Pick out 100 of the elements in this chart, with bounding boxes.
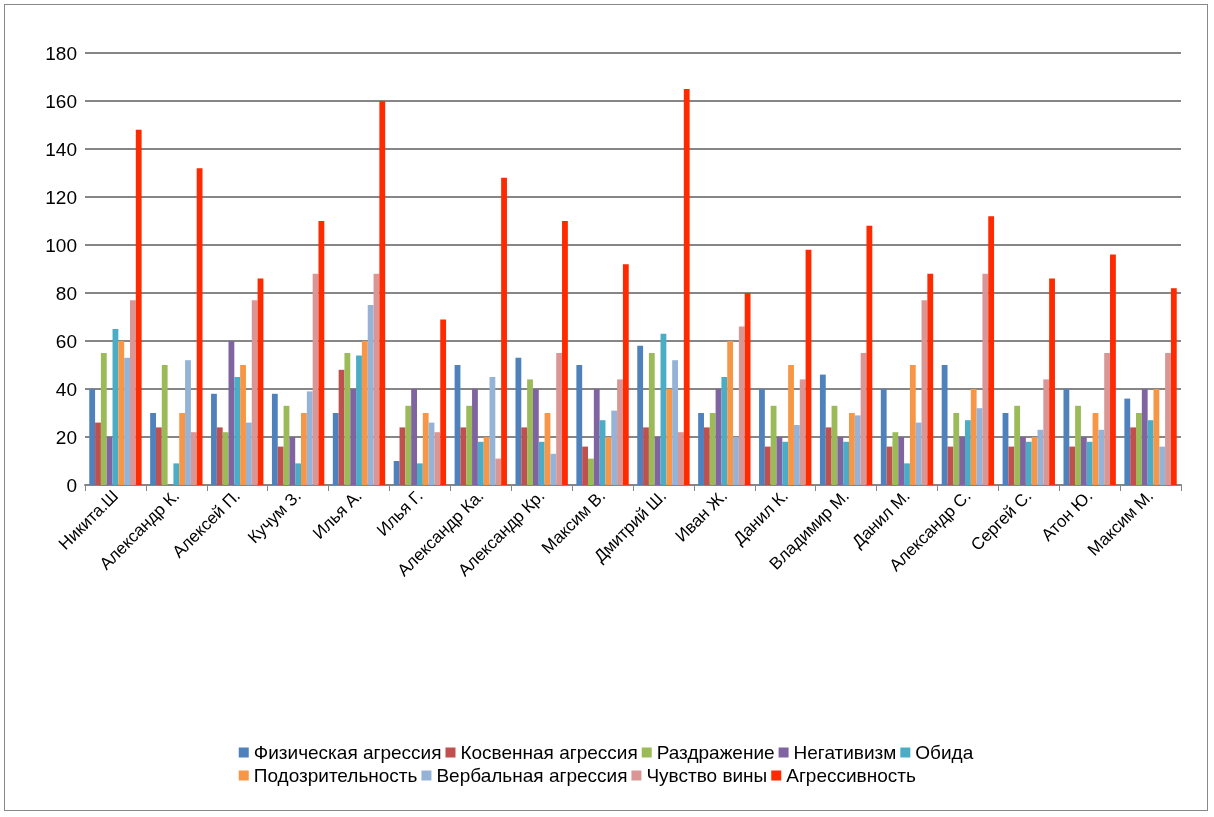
bar [1014,405,1021,485]
bar [1110,254,1116,485]
bar [1031,437,1038,485]
bar [576,365,583,485]
bar [854,415,861,485]
bar [521,427,528,485]
bar [733,437,739,485]
bar [617,379,623,485]
bar [411,389,417,485]
bar [495,458,502,485]
bar [271,393,278,485]
bar [593,389,600,485]
bar [1136,413,1142,485]
bar [216,427,223,485]
bar [106,437,113,485]
bar [532,389,539,485]
bar [1008,446,1015,485]
bar [1069,446,1076,485]
bar [89,389,96,485]
bar [654,437,661,485]
bar [1165,353,1171,485]
bar [622,264,629,485]
bar [344,353,351,485]
legend-label: Раздражение [656,742,775,763]
y-tick-label: 60 [55,330,77,352]
bar [588,458,594,485]
bar [988,216,995,485]
bar [1141,389,1148,485]
bar [527,379,533,485]
bar [501,177,507,485]
bar [721,377,728,485]
bar [306,391,313,485]
bar [472,389,478,485]
bar [277,446,284,485]
bar [422,413,429,485]
bar [228,341,235,485]
bar [1153,389,1160,485]
bar [367,305,374,485]
bar [927,273,934,485]
bar [1080,437,1087,485]
bar [562,221,568,485]
legend-label: Физическая агрессия [253,742,442,763]
y-tick-label: 20 [55,426,77,448]
bar [776,437,783,485]
bar [970,389,977,485]
bar [1020,437,1026,485]
y-tick-label: 100 [45,234,77,256]
bar [709,413,716,485]
bar [185,360,191,485]
bar [1063,389,1070,485]
bar [361,341,368,485]
bar [904,463,910,485]
legend-label: Подозрительность [253,765,418,786]
bar [898,437,905,485]
bar [1049,278,1055,485]
bar [892,432,899,485]
bar [124,357,130,485]
bar [915,422,922,485]
bar [744,293,751,485]
bar [666,389,673,485]
legend-label: Агрессивность [786,765,916,786]
legend-label: Негативизм [793,742,897,763]
bar [150,413,156,485]
bar [118,341,125,485]
bar [1104,353,1111,485]
bar [240,365,246,485]
y-tick-label: 0 [66,474,77,496]
bar [318,221,325,485]
legend-label: Обида [915,742,974,763]
bar [301,413,307,485]
bar [556,353,563,485]
bar [405,405,412,485]
bar [550,453,557,485]
y-tick-label: 160 [45,90,77,112]
bar [849,413,855,485]
bar [1025,441,1032,485]
bar [866,225,873,485]
bar [672,360,678,485]
bar [703,427,710,485]
bar [582,446,589,485]
bar [100,353,107,485]
bar [738,326,745,485]
bar [611,410,618,485]
bar [179,413,186,485]
bar [356,355,362,485]
y-tick-label: 180 [45,42,77,64]
bar [1124,398,1131,485]
bar [1075,405,1081,485]
legend-label: Чувство вины [646,765,768,786]
bar [196,168,203,485]
bar [880,389,887,485]
bar [825,427,832,485]
bar [1098,429,1105,485]
bar [837,437,844,485]
bar [727,341,734,485]
bar [251,300,258,485]
bar [953,413,960,485]
bar [759,389,765,485]
bar [605,437,612,485]
y-tick-label: 40 [55,378,77,400]
